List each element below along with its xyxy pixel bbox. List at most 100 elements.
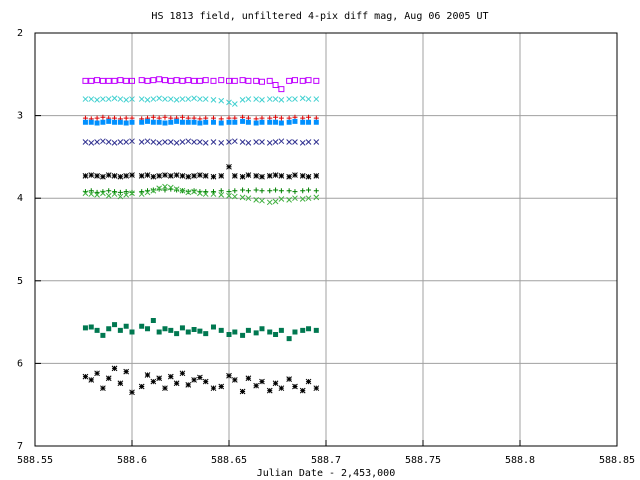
point xyxy=(105,77,112,84)
point xyxy=(291,77,298,84)
point xyxy=(313,173,320,179)
point xyxy=(150,378,157,385)
point xyxy=(138,173,145,179)
point xyxy=(112,322,118,328)
point xyxy=(162,172,168,178)
y-tick-label: 6 xyxy=(17,358,23,369)
point xyxy=(167,96,174,102)
point xyxy=(299,173,306,179)
point xyxy=(123,120,129,126)
x-tick-label: 588.6 xyxy=(117,455,147,466)
chart-title: HS 1813 field, unfiltered 4-pix diff mag… xyxy=(151,11,488,22)
point xyxy=(191,188,197,194)
point xyxy=(185,189,192,196)
point xyxy=(232,188,238,194)
point xyxy=(203,119,209,125)
point xyxy=(305,77,312,84)
point xyxy=(82,119,88,125)
point xyxy=(226,372,232,379)
point xyxy=(185,329,191,335)
point xyxy=(123,192,130,198)
point xyxy=(196,77,203,84)
point xyxy=(145,326,151,332)
point xyxy=(203,189,209,195)
y-tick-label: 3 xyxy=(17,111,23,122)
point xyxy=(167,173,174,179)
point xyxy=(82,173,89,179)
point xyxy=(174,331,180,337)
point xyxy=(226,163,232,170)
point xyxy=(179,187,186,194)
point xyxy=(100,190,106,197)
point xyxy=(123,115,129,121)
point xyxy=(218,173,225,179)
point xyxy=(305,195,312,202)
point xyxy=(272,139,279,145)
point xyxy=(240,332,246,338)
point xyxy=(112,189,118,195)
point xyxy=(94,370,100,377)
point xyxy=(286,96,292,102)
point xyxy=(88,172,95,178)
point xyxy=(82,77,89,84)
point xyxy=(218,120,224,126)
point xyxy=(185,77,192,84)
point xyxy=(210,173,217,180)
point xyxy=(278,173,285,179)
point xyxy=(117,96,124,102)
point xyxy=(272,380,279,387)
point xyxy=(179,77,186,84)
point xyxy=(100,96,106,102)
series xyxy=(82,118,319,126)
point xyxy=(144,172,151,178)
point xyxy=(253,187,259,193)
point xyxy=(300,119,306,125)
point xyxy=(88,188,94,194)
point xyxy=(253,96,260,102)
point xyxy=(105,375,112,382)
point xyxy=(210,97,217,103)
point xyxy=(139,119,145,125)
point xyxy=(129,96,135,102)
point xyxy=(253,120,259,126)
point xyxy=(117,189,123,195)
point xyxy=(139,323,145,329)
point xyxy=(286,119,292,125)
point xyxy=(278,115,284,121)
point xyxy=(174,187,180,193)
point xyxy=(123,173,130,179)
point xyxy=(278,120,284,126)
point xyxy=(292,383,298,390)
point xyxy=(88,140,95,146)
point xyxy=(138,139,145,145)
point xyxy=(286,196,292,203)
point xyxy=(292,329,298,335)
point xyxy=(162,183,168,190)
point xyxy=(117,380,124,387)
point xyxy=(253,196,260,203)
x-tick-label: 588.85 xyxy=(599,455,635,466)
point xyxy=(138,383,145,390)
point xyxy=(299,140,306,146)
point xyxy=(313,77,320,84)
point xyxy=(129,172,135,178)
point xyxy=(88,119,94,125)
point xyxy=(179,139,186,145)
point xyxy=(156,76,163,83)
point xyxy=(259,378,265,385)
point xyxy=(273,187,279,193)
point xyxy=(313,385,320,392)
point xyxy=(218,327,224,333)
point xyxy=(117,327,123,333)
point xyxy=(231,138,238,145)
point xyxy=(292,195,298,202)
point xyxy=(231,77,238,84)
point xyxy=(273,114,279,120)
point xyxy=(191,173,197,179)
point xyxy=(144,189,151,196)
point xyxy=(117,193,124,200)
point xyxy=(117,119,123,125)
point xyxy=(150,96,157,102)
x-axis-label: Julian Date - 2,453,000 xyxy=(257,468,395,479)
point xyxy=(129,119,135,125)
